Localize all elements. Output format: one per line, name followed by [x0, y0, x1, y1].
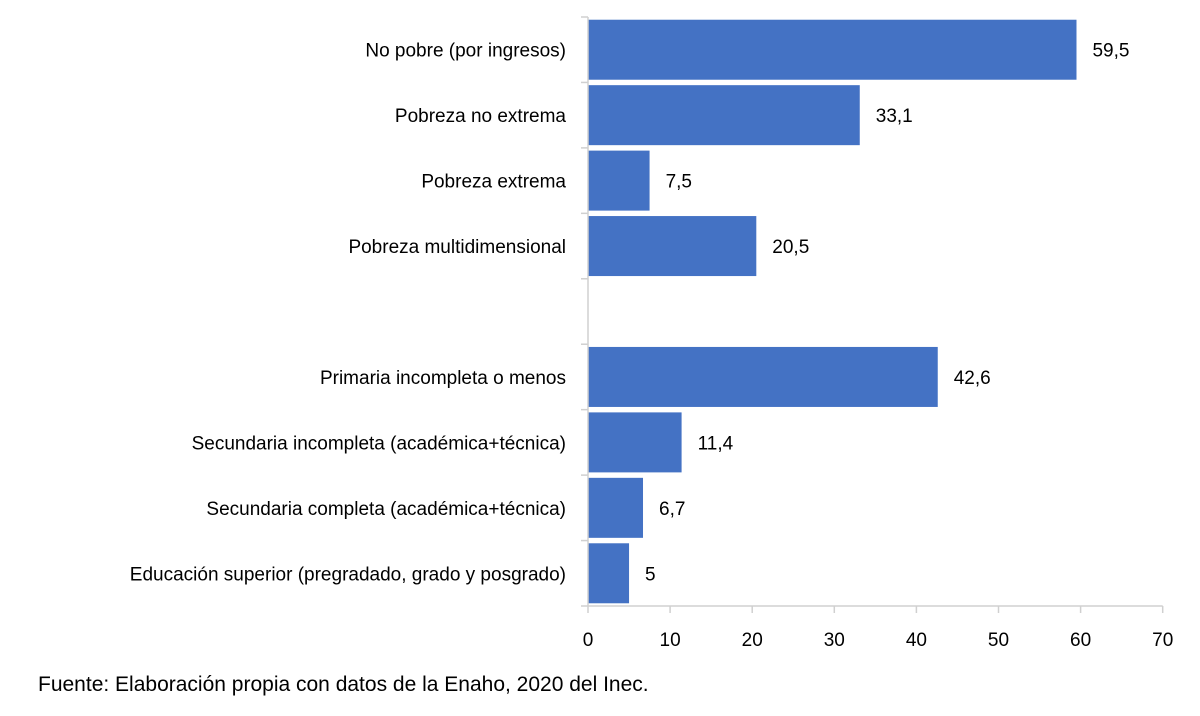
data-label: 6,7 — [659, 499, 685, 520]
category-label: Secundaria incompleta (académica+técnica… — [192, 433, 566, 454]
data-label: 20,5 — [772, 237, 809, 258]
tick-label: 30 — [824, 630, 845, 651]
tick-label: 70 — [1152, 630, 1173, 651]
bars-layer — [588, 19, 1077, 604]
source-note: Fuente: Elaboración propia con datos de … — [38, 673, 649, 696]
category-label: Pobreza extrema — [421, 172, 566, 193]
data-label: 33,1 — [876, 106, 913, 127]
bar — [588, 150, 650, 211]
data-label: 59,5 — [1092, 41, 1129, 62]
bar — [588, 543, 630, 604]
bar — [588, 19, 1077, 80]
category-label: Primaria incompleta o menos — [320, 368, 566, 389]
labels-layer: No pobre (por ingresos) 59,5 Pobreza no ex… — [130, 41, 1173, 651]
bar — [588, 346, 938, 407]
horizontal-bar-chart: No pobre (por ingresos) 59,5 Pobreza no ex… — [130, 16, 1173, 651]
tick-label: 0 — [583, 630, 594, 651]
axis-layer — [581, 16, 1164, 613]
data-label: 42,6 — [954, 368, 991, 389]
category-label: Secundaria completa (académica+técnica) — [206, 499, 566, 520]
bar — [588, 85, 860, 146]
tick-label: 60 — [1070, 630, 1091, 651]
category-label: No pobre (por ingresos) — [365, 41, 566, 62]
tick-label: 10 — [660, 630, 681, 651]
data-label: 7,5 — [666, 172, 692, 193]
data-label: 5 — [645, 564, 656, 585]
category-label: Pobreza no extrema — [395, 106, 567, 127]
bar — [588, 477, 644, 538]
tick-label: 50 — [988, 630, 1009, 651]
bar — [588, 216, 757, 277]
bar — [588, 412, 682, 473]
tick-label: 40 — [906, 630, 927, 651]
tick-label: 20 — [742, 630, 763, 651]
category-label: Pobreza multidimensional — [348, 237, 566, 258]
category-label: Educación superior (pregradado, grado y … — [130, 564, 566, 585]
data-label: 11,4 — [698, 433, 734, 454]
